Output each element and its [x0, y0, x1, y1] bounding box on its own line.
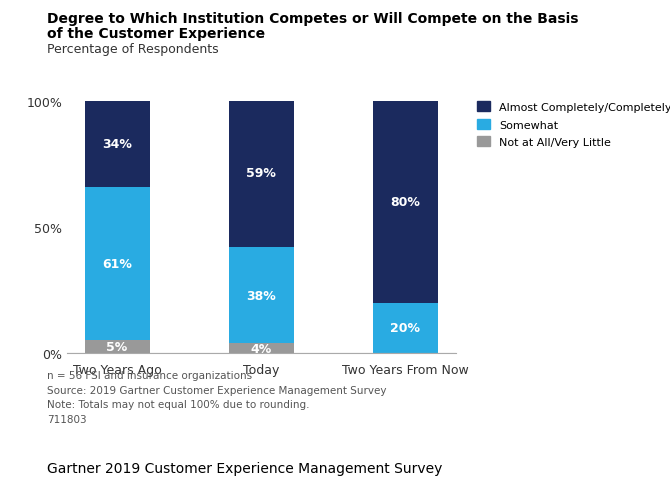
Bar — [229, 99, 293, 248]
Bar — [229, 343, 293, 353]
Text: 34%: 34% — [102, 138, 132, 151]
Text: Percentage of Respondents: Percentage of Respondents — [47, 43, 218, 56]
Text: Gartner 2019 Customer Experience Management Survey: Gartner 2019 Customer Experience Managem… — [47, 461, 442, 475]
Legend: Almost Completely/Completely, Somewhat, Not at All/Very Little: Almost Completely/Completely, Somewhat, … — [476, 102, 670, 148]
Bar — [373, 102, 438, 303]
Text: 711803: 711803 — [47, 414, 86, 424]
Text: of the Customer Experience: of the Customer Experience — [47, 27, 265, 41]
Bar — [84, 341, 149, 353]
Text: 5%: 5% — [107, 341, 128, 353]
Text: 59%: 59% — [247, 167, 276, 180]
Text: Degree to Which Institution Competes or Will Compete on the Basis: Degree to Which Institution Competes or … — [47, 12, 578, 26]
Text: 4%: 4% — [251, 342, 272, 355]
Text: n = 56 FSI and insurance organizations: n = 56 FSI and insurance organizations — [47, 370, 252, 380]
Bar — [373, 303, 438, 353]
Bar — [229, 248, 293, 343]
Text: 38%: 38% — [247, 289, 276, 302]
Bar — [84, 102, 149, 187]
Text: Note: Totals may not equal 100% due to rounding.: Note: Totals may not equal 100% due to r… — [47, 399, 310, 409]
Text: 61%: 61% — [102, 257, 132, 271]
Text: 80%: 80% — [391, 196, 421, 209]
Text: 20%: 20% — [391, 322, 421, 334]
Text: Source: 2019 Gartner Customer Experience Management Survey: Source: 2019 Gartner Customer Experience… — [47, 385, 387, 395]
Bar — [84, 187, 149, 341]
